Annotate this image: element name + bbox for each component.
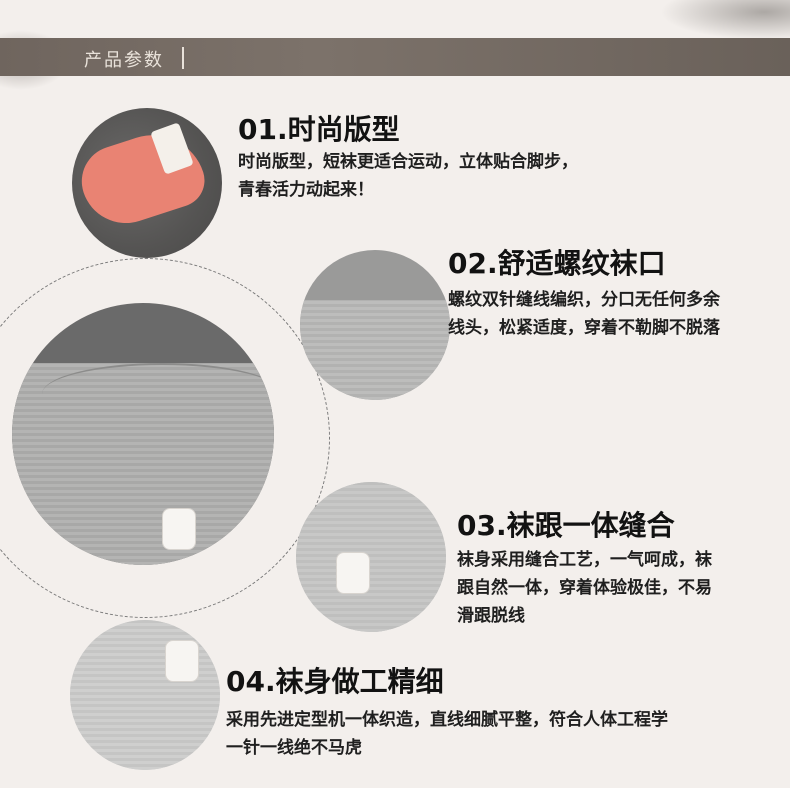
feature-desc-4: 采用先进定型机一体织造，直线细腻平整，符合人体工程学 一针一线绝不马虎 [226,706,668,762]
photo-ribbed-cuff [300,250,450,400]
photo-fashion-sock [72,108,222,258]
label-tag-image [162,508,196,550]
cuff-edge [42,363,274,425]
knit-texture [296,482,446,632]
photo-magnified-cuff [12,303,274,565]
coral-sock-image [72,121,212,235]
feature-desc-2: 螺纹双针缝线编织，分口无任何多余 线头，松紧适度，穿着不勒脚不脱落 [448,286,720,342]
brush-decoration-right [660,0,790,40]
feature-desc-line: 青春活力动起来！ [238,180,374,200]
feature-desc-line: 线头，松紧适度，穿着不勒脚不脱落 [448,318,720,338]
section-banner: 产品参数 [0,38,790,76]
feature-desc-1: 时尚版型，短袜更适合运动，立体贴合脚步， 青春活力动起来！ [238,148,578,204]
photo-heel-seam [296,482,446,632]
label-tag-image [336,552,370,594]
banner-divider [182,47,184,69]
feature-desc-line: 螺纹双针缝线编织，分口无任何多余 [448,290,720,310]
feature-heading-1: 01.时尚版型 [238,113,400,146]
feature-desc-3: 袜身采用缝合工艺，一气呵成，袜 跟自然一体，穿着体验极佳，不易 滑跟脱线 [457,546,712,630]
feature-desc-line: 采用先进定型机一体织造，直线细腻平整，符合人体工程学 [226,710,668,730]
feature-heading-4: 04.袜身做工精细 [226,665,444,698]
feature-desc-line: 跟自然一体，穿着体验极佳，不易 [457,578,712,598]
feature-desc-line: 一针一线绝不马虎 [226,738,362,758]
feature-desc-line: 滑跟脱线 [457,606,525,626]
knit-texture [300,300,450,400]
feature-desc-line: 时尚版型，短袜更适合运动，立体贴合脚步， [238,152,578,172]
photo-sock-body [70,620,220,770]
feature-heading-3: 03.袜跟一体缝合 [457,509,675,542]
feature-desc-line: 袜身采用缝合工艺，一气呵成，袜 [457,550,712,570]
banner-title: 产品参数 [84,50,164,71]
feature-heading-2: 02.舒适螺纹袜口 [448,247,666,280]
label-tag-image [165,640,199,682]
